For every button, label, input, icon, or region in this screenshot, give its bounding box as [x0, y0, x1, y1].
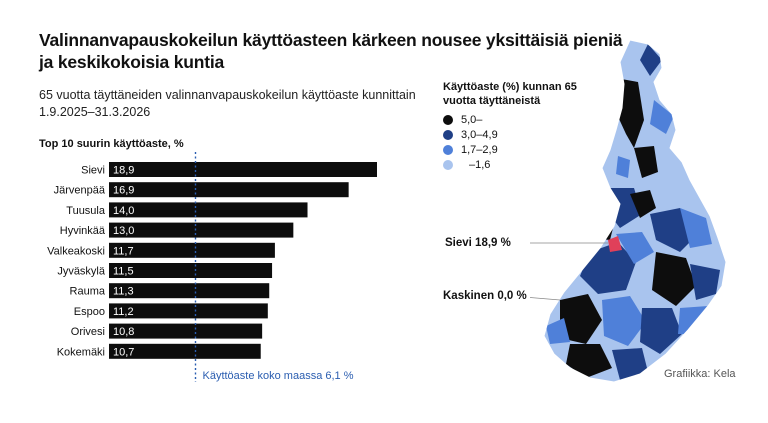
average-reference-label: Käyttöaste koko maassa 6,1 %	[202, 370, 353, 382]
bar	[109, 202, 308, 218]
bar-value-label: 11,2	[113, 306, 134, 318]
bar-value-label: 10,7	[113, 346, 134, 358]
bar	[109, 222, 294, 238]
bar-category-label: Orivesi	[71, 326, 105, 338]
bar	[109, 263, 273, 278]
bar-category-label: Hyvinkää	[60, 225, 106, 237]
sievi-annotation: Sievi 18,9 %	[445, 237, 511, 249]
finland-outline	[543, 39, 727, 383]
legend-item: –1,6	[443, 157, 593, 172]
bar	[109, 242, 275, 258]
bar-chart: Sievi 18,9 Järvenpää 16,9 Tuusula 14,0 Hyvinkä…	[47, 152, 377, 382]
bar-value-label: 13,0	[113, 225, 134, 237]
bar	[109, 182, 349, 198]
legend-item: 1,7–2,9	[443, 142, 593, 157]
bar-category-label: Espoo	[74, 306, 105, 318]
legend-item-label: 5,0–	[461, 113, 483, 126]
kaskinen-leader-line	[530, 297, 561, 301]
bar-group: Sievi 18,9 Järvenpää 16,9 Tuusula 14,0 Hyvinkä…	[47, 162, 377, 359]
legend-item-label: –1,6	[469, 158, 491, 171]
bar	[109, 162, 377, 177]
municipality-mosaic	[544, 40, 726, 382]
legend-swatch-icon	[443, 144, 453, 155]
legend-swatch-icon	[443, 114, 453, 125]
bar-value-label: 16,9	[113, 185, 134, 197]
graphics-credit: Grafiikka: Kela	[664, 368, 736, 380]
top10-heading: Top 10 suurin käyttöaste, %	[39, 138, 184, 150]
bar-category-label: Rauma	[70, 286, 106, 298]
bar	[109, 283, 270, 299]
bar	[109, 343, 261, 359]
bar-value-label: 10,8	[113, 326, 134, 338]
legend-title: Käyttöaste (%) kunnan 65 vuotta täyttäne…	[443, 81, 577, 107]
legend-item: 3,0–4,9	[443, 127, 593, 142]
bar-value-label: 11,7	[113, 245, 134, 257]
sievi-highlight	[608, 236, 622, 252]
kaskinen-annotation: Kaskinen 0,0 %	[443, 290, 527, 302]
bar	[109, 323, 263, 339]
legend-swatch-icon	[443, 159, 453, 170]
subtitle: 65 vuotta täyttäneiden valinnanvapauskok…	[39, 88, 416, 119]
bar-category-label: Jyväskylä	[57, 266, 106, 278]
legend-item-label: 3,0–4,9	[461, 128, 498, 141]
bar-value-label: 18,9	[113, 165, 134, 177]
bar-value-label: 14,0	[113, 205, 134, 217]
bar-category-label: Tuusula	[66, 205, 106, 217]
legend-item: 5,0–	[443, 112, 593, 127]
bar-category-label: Järvenpää	[54, 185, 106, 197]
bar-category-label: Valkeakoski	[47, 245, 105, 257]
page-title: Valinnanvapauskokeilun käyttöasteen kärk…	[39, 30, 623, 72]
map-legend: Käyttöaste (%) kunnan 65 vuotta täyttäne…	[443, 80, 593, 172]
legend-swatch-icon	[443, 129, 453, 140]
finland-choropleth-map	[530, 39, 727, 383]
bar-category-label: Sievi	[81, 165, 105, 177]
bar-category-label: Kokemäki	[57, 346, 105, 358]
bar-value-label: 11,3	[113, 286, 134, 298]
legend-item-label: 1,7–2,9	[461, 143, 498, 156]
bar	[109, 303, 268, 319]
bar-value-label: 11,5	[113, 266, 134, 278]
